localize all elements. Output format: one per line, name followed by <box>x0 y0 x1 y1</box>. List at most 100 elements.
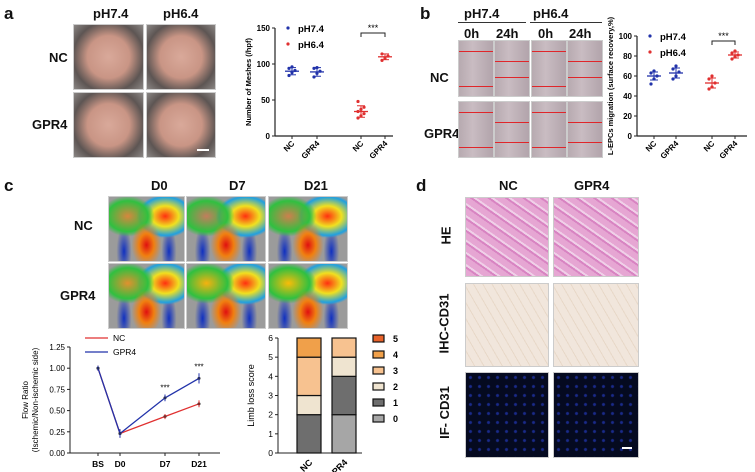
y-tick-label: 150 <box>257 24 271 33</box>
ihc-cd31-image <box>553 283 639 367</box>
a-col-label: pH6.4 <box>163 6 199 21</box>
wound-edge-line <box>495 122 529 123</box>
laser-doppler-image <box>268 263 348 329</box>
y-tick-label: 5 <box>268 352 273 362</box>
data-point <box>362 112 366 116</box>
x-tick-label: GPR4 <box>718 139 740 161</box>
series-line <box>97 367 200 435</box>
y-tick-label: 0.00 <box>49 449 65 458</box>
wound-edge-line <box>532 51 566 52</box>
y-tick-label: 20 <box>623 112 632 121</box>
stacked-bar-segment <box>331 337 357 358</box>
b-row-label: GPR4 <box>424 126 460 141</box>
c-col-label: D7 <box>229 178 246 193</box>
scratch-assay-image <box>458 40 494 97</box>
y-tick-label: 60 <box>623 72 632 81</box>
wound-edge-line <box>459 51 493 52</box>
wound-edge-line <box>459 86 493 87</box>
d-row-label: HE <box>438 226 454 245</box>
y-tick-label: 4 <box>268 371 273 381</box>
wound-edge-line <box>495 77 529 78</box>
series-line <box>97 367 200 435</box>
wound-edge-line <box>495 61 529 62</box>
d-col-label: NC <box>499 178 518 193</box>
significance-annotation: *** <box>368 23 379 33</box>
x-tick-label: NC <box>298 457 315 472</box>
x-tick-label: NC <box>282 139 297 154</box>
scratch-assay-image <box>494 101 530 158</box>
y-axis-label: (Ischemic/Non-ischemic side) <box>31 347 40 452</box>
tube-formation-image <box>73 92 144 158</box>
migration-scatter-chart: 0 20 40 60 80 100 L-EPCs migration (surface re… <box>606 16 747 161</box>
tube-formation-image <box>73 24 144 90</box>
legend-label: pH7.4 <box>660 32 687 43</box>
y-axis-label: Limb loss score <box>246 364 256 427</box>
data-point <box>710 74 714 78</box>
legend-marker <box>648 34 652 38</box>
c-col-label: D0 <box>151 178 168 193</box>
legend-marker <box>648 50 652 54</box>
legend-label: 3 <box>393 366 398 376</box>
legend-marker <box>286 26 290 30</box>
y-tick-label: 3 <box>268 391 273 401</box>
c-row-label: NC <box>74 218 93 233</box>
legend-swatch <box>372 414 385 423</box>
scratch-assay-image <box>531 101 567 158</box>
scale-bar <box>622 447 632 449</box>
x-tick-label: GPR4 <box>300 139 322 161</box>
data-point <box>356 99 360 104</box>
laser-doppler-image <box>108 196 185 262</box>
panel-label-b: b <box>420 4 431 23</box>
wound-edge-line <box>495 142 529 143</box>
legend-label: 1 <box>393 398 398 408</box>
stacked-bar-segment <box>296 414 322 454</box>
b-time-label: 0h <box>464 26 480 41</box>
wound-edge-line <box>532 86 566 87</box>
significance-bracket <box>711 40 736 45</box>
stacked-bar-segment <box>331 414 357 454</box>
x-tick-label: GPR4 <box>325 457 349 472</box>
a-row-label: GPR4 <box>32 117 68 132</box>
divider <box>458 22 526 23</box>
legend-swatch <box>372 334 385 343</box>
limb-loss-stacked-bar-chart: 0 1 2 3 4 5 6 Limb loss score NC GPR4 5 4 3 2 1 0 <box>246 333 398 472</box>
data-point <box>362 105 366 109</box>
y-tick-label: 0 <box>628 132 633 141</box>
x-tick-label: NC <box>644 139 659 154</box>
y-tick-label: 50 <box>261 96 270 105</box>
legend-label: pH7.4 <box>298 24 325 35</box>
laser-doppler-image <box>108 263 185 329</box>
legend-label: 5 <box>393 334 398 344</box>
scale-bar <box>197 149 209 151</box>
y-tick-label: 0 <box>268 448 273 458</box>
y-tick-label: 6 <box>268 333 273 343</box>
b-col-label: pH6.4 <box>533 6 569 21</box>
y-tick-label: 100 <box>257 60 271 69</box>
legend-label: pH6.4 <box>660 48 687 59</box>
y-tick-label: 40 <box>623 92 632 101</box>
d-row-label: IF- CD31 <box>436 386 452 439</box>
tube-formation-image <box>146 92 216 158</box>
y-axis-label: Number of Meshes (/hpf) <box>244 38 253 126</box>
scratch-assay-image <box>567 101 603 158</box>
y-tick-label: 1.00 <box>49 364 65 373</box>
scratch-assay-image <box>458 101 494 158</box>
y-tick-label: 0.50 <box>49 407 65 416</box>
laser-doppler-image <box>268 196 348 262</box>
he-stain-image <box>465 197 549 277</box>
b-time-label: 24h <box>569 26 592 41</box>
y-tick-label: 0 <box>266 132 271 141</box>
b-time-label: 0h <box>538 26 554 41</box>
legend-swatch <box>372 350 385 359</box>
panel-label-c: c <box>4 176 14 195</box>
y-tick-label: 80 <box>623 52 632 61</box>
stacked-bar-segment <box>296 337 322 358</box>
divider <box>530 22 602 23</box>
y-tick-label: 1 <box>268 429 273 439</box>
a-col-label: pH7.4 <box>93 6 129 21</box>
x-tick-label: D21 <box>191 459 207 469</box>
wound-edge-line <box>532 112 566 113</box>
x-tick-label: D0 <box>115 459 126 469</box>
legend-marker <box>286 42 290 46</box>
wound-edge-line <box>459 147 493 148</box>
